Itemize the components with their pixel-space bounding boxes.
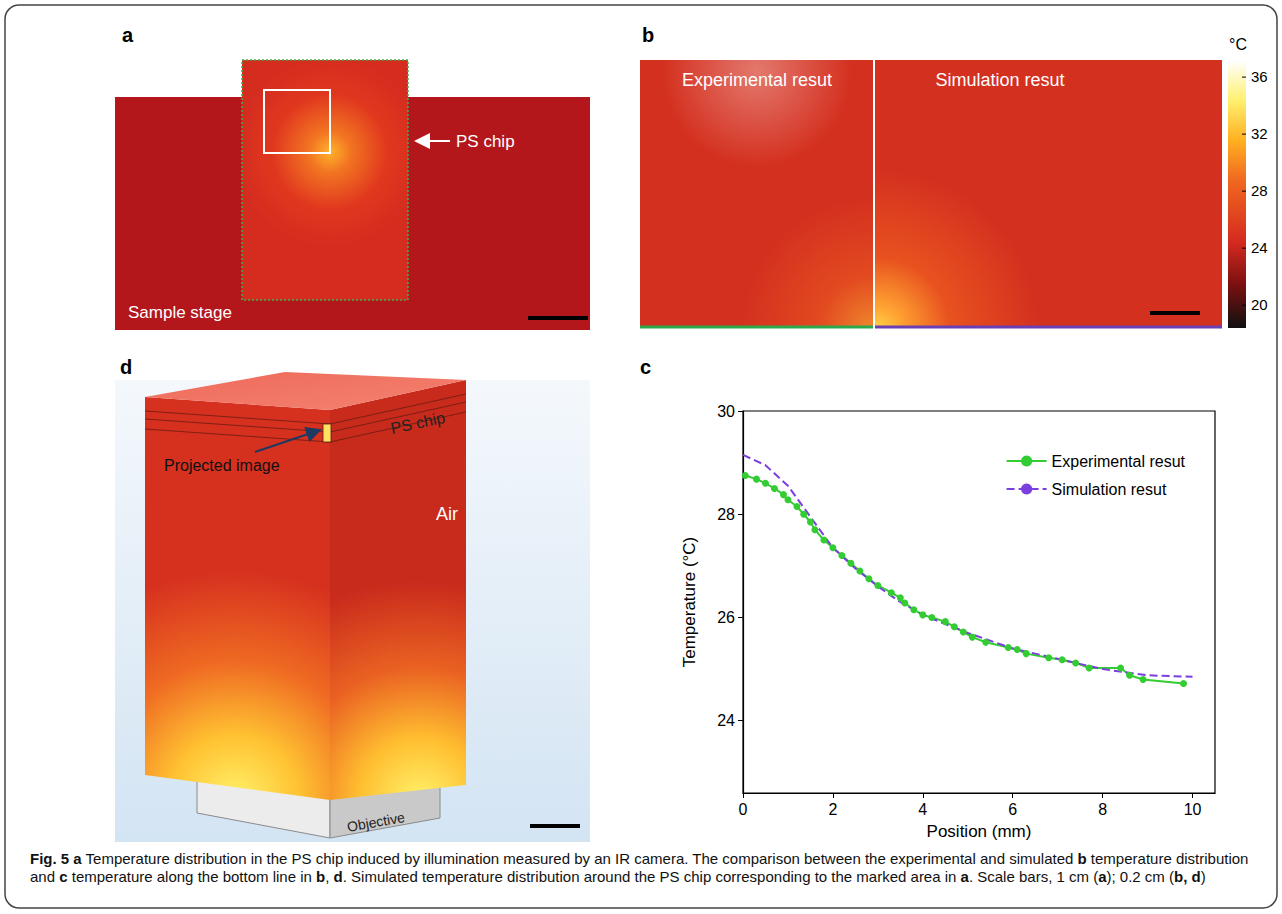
svg-text:26: 26 [717,609,735,626]
svg-text:Position (mm): Position (mm) [927,822,1032,841]
svg-text:0: 0 [739,801,748,818]
svg-text:°C: °C [1229,36,1247,53]
svg-text:PS chip: PS chip [456,132,515,151]
svg-text:d: d [120,356,132,378]
svg-text:32: 32 [1251,125,1268,142]
svg-text:Air: Air [436,504,458,524]
svg-text:28: 28 [1251,182,1268,199]
svg-text:Objective: Objective [346,809,406,835]
svg-text:28: 28 [717,506,735,523]
svg-text:36: 36 [1251,68,1268,85]
svg-text:Simulation resut: Simulation resut [935,70,1064,90]
svg-text:20: 20 [1251,296,1268,313]
svg-text:6: 6 [1008,801,1017,818]
svg-text:30: 30 [717,403,735,420]
svg-text:24: 24 [1251,239,1268,256]
svg-text:10: 10 [1184,801,1202,818]
svg-text:24: 24 [717,712,735,729]
svg-text:Simulation resut: Simulation resut [1052,481,1167,498]
svg-text:Projected image: Projected image [164,457,280,474]
svg-text:2: 2 [828,801,837,818]
svg-text:Experimental resut: Experimental resut [682,70,832,90]
svg-text:8: 8 [1098,801,1107,818]
svg-text:Experimental resut: Experimental resut [1052,453,1186,470]
svg-text:a: a [122,24,134,46]
svg-text:c: c [640,356,651,378]
svg-text:Sample stage: Sample stage [128,303,232,322]
svg-text:PS chip: PS chip [389,409,447,437]
html-text:Fig. 5 a Temperature distribut: Fig. 5 a Temperature distribution in the… [30,850,1249,885]
svg-text:b: b [642,24,654,46]
svg-text:Temperature (°C): Temperature (°C) [680,537,699,668]
svg-text:4: 4 [918,801,927,818]
